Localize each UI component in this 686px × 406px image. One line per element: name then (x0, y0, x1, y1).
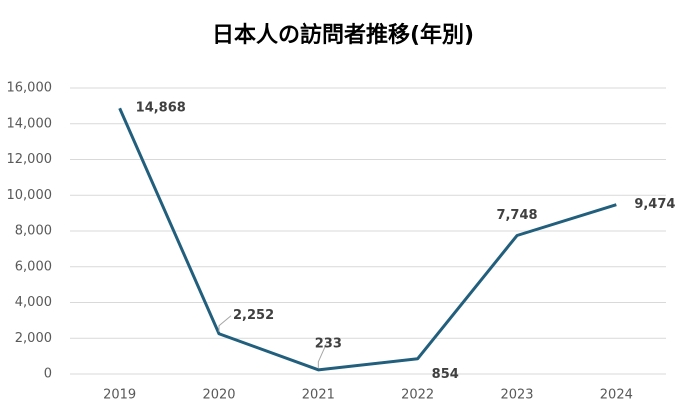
x-tick-label: 2023 (500, 388, 533, 403)
y-tick-label: 4,000 (15, 295, 52, 310)
x-tick-label: 2020 (202, 388, 235, 403)
x-tick-label: 2022 (401, 388, 434, 403)
x-tick-label: 2024 (600, 388, 633, 403)
y-tick-label: 16,000 (7, 81, 53, 96)
leader-line (317, 343, 327, 368)
data-label: 2,252 (233, 308, 274, 323)
chart-title: 日本人の訪問者推移(年別) (212, 22, 474, 48)
x-tick-label: 2021 (302, 388, 335, 403)
leader-line (218, 315, 232, 332)
data-label: 9,474 (634, 197, 675, 212)
y-tick-label: 10,000 (7, 188, 53, 203)
x-tick-label: 2019 (103, 388, 136, 403)
y-tick-label: 8,000 (15, 224, 52, 239)
y-tick-label: 2,000 (15, 331, 52, 346)
data-label: 7,748 (496, 208, 537, 223)
y-tick-label: 14,000 (7, 116, 53, 131)
y-tick-label: 6,000 (15, 259, 52, 274)
data-label: 14,868 (136, 101, 186, 116)
line (118, 107, 617, 372)
y-tick-label: 12,000 (7, 152, 53, 167)
data-label: 233 (315, 336, 342, 351)
data-label: 854 (432, 367, 459, 382)
y-tick-label: 0 (44, 367, 52, 382)
